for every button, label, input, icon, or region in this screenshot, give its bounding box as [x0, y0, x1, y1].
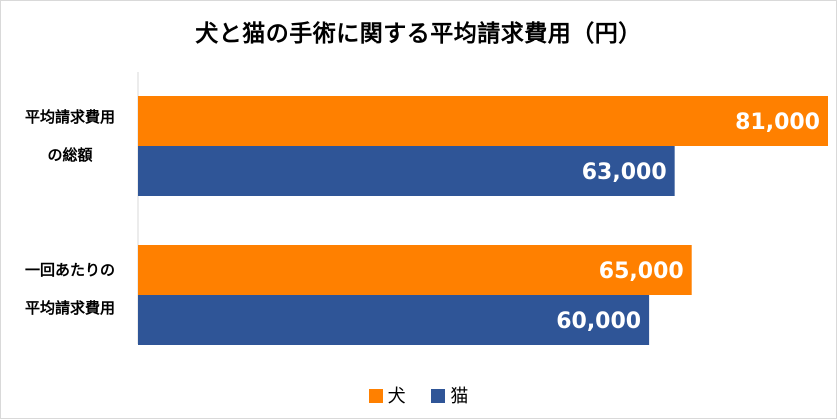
legend-swatch-dog — [368, 389, 383, 403]
chart-title: 犬と猫の手術に関する平均請求費用（円） — [195, 21, 642, 47]
data-label-cat-per-visit: 60,000 — [556, 309, 641, 334]
data-label-cat-total: 63,000 — [582, 160, 667, 185]
legend-swatch-cat — [431, 389, 446, 403]
bar-dog-total — [138, 96, 828, 146]
category-label-total: 平均請求費用 の総額 — [6, 98, 134, 174]
bar-cat-total — [138, 146, 675, 196]
category-label-per-visit-line1: 一回あたりの — [24, 261, 115, 279]
category-label-total-line1: 平均請求費用 — [24, 108, 115, 126]
data-label-dog-total: 81,000 — [735, 110, 820, 135]
category-label-per-visit-line2: 平均請求費用 — [24, 299, 115, 317]
legend-item-dog: 犬 — [368, 382, 406, 408]
legend-item-cat: 猫 — [431, 382, 468, 408]
legend-label-dog: 犬 — [387, 386, 406, 407]
data-label-dog-per-visit: 65,000 — [599, 259, 684, 284]
legend: 犬 猫 — [0, 382, 837, 408]
bar-dog-per-visit — [138, 245, 692, 295]
category-label-per-visit: 一回あたりの 平均請求費用 — [6, 251, 134, 327]
legend-label-cat: 猫 — [450, 386, 469, 407]
bar-cat-per-visit — [138, 295, 650, 345]
category-label-total-line2: の総額 — [47, 146, 93, 164]
